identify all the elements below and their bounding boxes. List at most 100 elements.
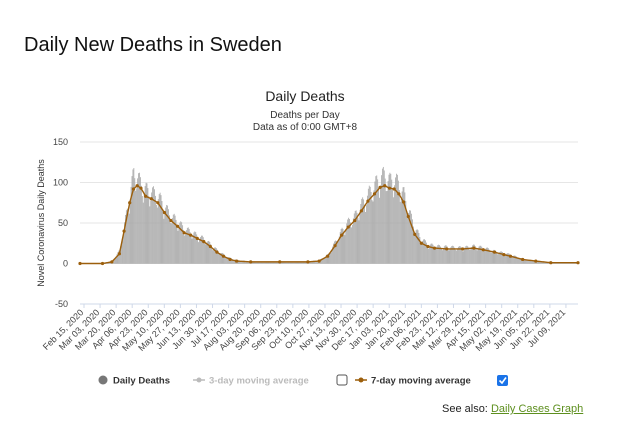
daily-deaths-bar: [272, 261, 274, 264]
daily-deaths-bar: [438, 244, 440, 264]
legend-item-7day-average[interactable]: 7-day moving average: [355, 376, 471, 387]
daily-deaths-bars: [103, 166, 579, 264]
daily-deaths-bar: [151, 192, 153, 264]
daily-deaths-bar: [495, 251, 497, 264]
daily-deaths-bar: [140, 185, 142, 264]
daily-deaths-bar: [456, 250, 457, 264]
daily-deaths-bar: [174, 215, 176, 264]
daily-deaths-bar: [524, 259, 526, 264]
legend-item-daily-deaths[interactable]: Daily Deaths: [98, 375, 171, 387]
daily-deaths-bar: [301, 261, 303, 264]
daily-deaths-bar: [343, 231, 345, 264]
seven-day-average-point: [359, 209, 363, 213]
daily-deaths-bar: [196, 234, 198, 264]
daily-deaths-bar: [117, 252, 119, 264]
daily-deaths-bar: [404, 192, 406, 264]
daily-deaths-bar: [434, 249, 436, 264]
daily-deaths-bar: [257, 261, 259, 264]
seven-day-average-point: [162, 210, 167, 215]
checkbox-7day-average[interactable]: [497, 375, 508, 386]
daily-deaths-bar: [170, 222, 171, 264]
daily-deaths-bar: [463, 249, 465, 264]
daily-deaths-bar: [491, 251, 493, 264]
daily-deaths-bar: [373, 190, 375, 264]
daily-deaths-bar: [435, 248, 437, 264]
daily-deaths-bar: [503, 254, 505, 264]
daily-deaths-bar: [325, 255, 327, 264]
daily-deaths-bar: [334, 241, 335, 264]
daily-deaths-bar: [448, 250, 450, 264]
daily-deaths-bar: [441, 248, 442, 264]
y-tick-label: 100: [53, 178, 68, 188]
daily-deaths-bar: [215, 248, 217, 264]
daily-deaths-bar: [526, 259, 528, 264]
daily-deaths-bar: [330, 252, 332, 264]
daily-deaths-bar: [281, 261, 283, 264]
daily-deaths-bar: [493, 249, 495, 264]
seven-day-average-point: [401, 200, 406, 204]
daily-deaths-bar: [505, 254, 507, 264]
daily-deaths-bar: [515, 255, 516, 264]
seven-day-average-point: [472, 246, 476, 250]
daily-deaths-bar: [269, 261, 271, 264]
daily-deaths-bar: [165, 207, 167, 264]
checkbox-3day-average[interactable]: [336, 374, 348, 386]
daily-deaths-bar: [396, 174, 398, 264]
daily-deaths-bar: [415, 230, 417, 264]
seven-day-average-point: [139, 186, 143, 190]
daily-deaths-bar: [348, 217, 350, 264]
daily-deaths-bar: [216, 249, 218, 264]
daily-deaths-bar: [443, 246, 445, 264]
legend-item-3day-average[interactable]: 3-day moving average: [193, 376, 309, 387]
seven-day-average-point: [189, 233, 193, 237]
daily-deaths-bar: [239, 260, 241, 264]
daily-deaths-bar: [450, 247, 452, 264]
daily-deaths-bar: [537, 261, 539, 264]
daily-deaths-bar: [530, 260, 531, 264]
daily-deaths-bar: [416, 229, 418, 264]
daily-deaths-bar: [457, 248, 458, 264]
see-also: See also: Daily Cases Graph: [442, 403, 583, 415]
daily-deaths-bar: [233, 259, 235, 264]
daily-deaths-bar: [336, 242, 338, 264]
daily-deaths-bar: [127, 210, 129, 264]
daily-deaths-bar: [291, 261, 292, 264]
daily-deaths-bar: [295, 261, 297, 264]
daily-deaths-bar: [387, 181, 389, 264]
daily-deaths-bar: [118, 250, 120, 264]
daily-deaths-bar: [533, 260, 535, 264]
daily-deaths-bar: [459, 246, 461, 264]
daily-deaths-bar: [183, 229, 184, 264]
daily-deaths-bar: [232, 259, 234, 264]
daily-deaths-bar: [366, 205, 367, 264]
daily-deaths-bar: [298, 261, 300, 264]
daily-deaths-bar: [304, 261, 305, 264]
daily-deaths-bar: [207, 241, 209, 264]
daily-cases-graph-link[interactable]: Daily Cases Graph: [490, 403, 584, 415]
seven-day-average-point: [195, 236, 199, 240]
daily-deaths-bar: [153, 186, 154, 264]
daily-deaths-bar: [294, 261, 296, 264]
seven-day-average-point: [378, 185, 382, 189]
daily-deaths-bar: [321, 258, 322, 264]
daily-deaths-bar: [344, 235, 346, 264]
daily-deaths-bar: [385, 191, 387, 264]
daily-deaths-bar: [525, 260, 527, 264]
daily-deaths-bar: [511, 257, 513, 264]
daily-deaths-bar: [194, 231, 196, 264]
daily-deaths-bar: [516, 256, 517, 264]
daily-deaths-bar: [375, 176, 377, 264]
daily-deaths-bar: [149, 206, 151, 264]
seven-day-average-line: [78, 184, 580, 266]
seven-day-average-point: [392, 187, 396, 191]
daily-deaths-bar: [458, 246, 460, 264]
daily-deaths-bar: [202, 237, 204, 264]
seven-day-average-point: [122, 229, 126, 233]
daily-deaths-bar: [142, 202, 144, 264]
daily-deaths-bar: [380, 185, 381, 264]
daily-deaths-bar: [453, 246, 455, 264]
daily-deaths-bar: [384, 178, 386, 264]
daily-deaths-bar: [452, 245, 454, 264]
legend-label-3day-average: 3-day moving average: [209, 376, 309, 387]
daily-deaths-bar: [123, 230, 124, 264]
